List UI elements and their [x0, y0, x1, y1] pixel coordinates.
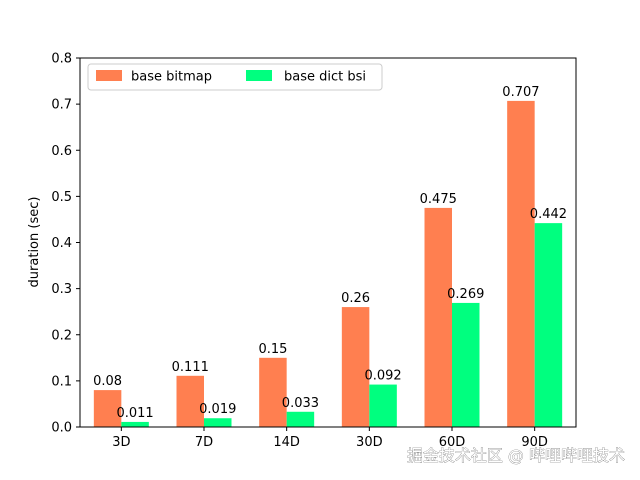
watermark: 掘金技术社区 @ 哔哩哔哩技术	[407, 446, 625, 465]
x-tick-label: 3D	[112, 435, 130, 450]
data-label: 0.15	[258, 342, 287, 357]
data-label: 0.08	[93, 374, 122, 389]
bar-base-dict-bsi-30D	[369, 384, 397, 427]
bar-base-dict-bsi-14D	[286, 411, 315, 427]
bar-base-bitmap-60D	[424, 207, 452, 427]
x-tick-label: 30D	[356, 435, 383, 450]
y-tick-label: 0.5	[51, 190, 72, 205]
x-tick-label: 60D	[439, 435, 466, 450]
legend: base bitmap base dict bsi	[87, 63, 383, 91]
plot-frame	[79, 57, 577, 428]
y-tick-label: 0.1	[51, 374, 72, 389]
data-label: 0.26	[341, 291, 370, 306]
data-labels-layer: 0.08 0.111 0.15 0.26 0.475 0.707 0.011 0.019 0.0…	[93, 85, 567, 421]
legend-box	[87, 63, 383, 91]
legend-label: base bitmap	[131, 70, 212, 85]
x-tick-label: 14D	[273, 435, 300, 450]
bar-base-bitmap-90D	[507, 100, 535, 428]
data-label: 0.269	[447, 287, 484, 302]
y-tick-label: 0.3	[51, 282, 72, 297]
y-tick-label: 0.0	[51, 421, 72, 436]
data-label: 0.019	[199, 402, 236, 417]
bar-base-bitmap-3D	[93, 390, 122, 427]
bars-layer	[93, 100, 563, 428]
bar-base-dict-bsi-7D	[204, 418, 232, 427]
bar-base-dict-bsi-90D	[534, 223, 563, 427]
bar-base-bitmap-7D	[176, 375, 204, 427]
data-label: 0.475	[420, 192, 457, 207]
legend-swatch	[96, 70, 122, 81]
legend-label: base dict bsi	[284, 70, 366, 85]
x-tick-label: 7D	[195, 435, 213, 450]
bar-base-dict-bsi-3D	[121, 421, 149, 427]
data-label: 0.092	[364, 369, 401, 384]
data-label: 0.442	[530, 207, 567, 222]
bar-base-bitmap-30D	[341, 307, 370, 427]
data-label: 0.033	[282, 396, 319, 411]
y-tick-label: 0.2	[51, 328, 72, 343]
axes-layer: 0.0 0.1 0.2 0.3 0.4 0.5 0.6 0.7 0.8 3D 7D 14D 30D 60D…	[51, 52, 577, 450]
x-tick-label: 90D	[521, 435, 548, 450]
data-label: 0.011	[116, 406, 153, 421]
data-label: 0.707	[502, 85, 539, 100]
y-tick-label: 0.7	[51, 98, 72, 113]
y-axis-label: duration (sec)	[27, 197, 42, 288]
y-tick-label: 0.6	[51, 144, 72, 159]
bar-base-dict-bsi-60D	[452, 302, 480, 427]
y-tick-label: 0.4	[51, 236, 72, 251]
y-tick-label: 0.8	[51, 52, 72, 67]
data-label: 0.111	[172, 360, 209, 375]
bar-base-bitmap-14D	[259, 357, 287, 427]
legend-swatch	[246, 70, 272, 81]
